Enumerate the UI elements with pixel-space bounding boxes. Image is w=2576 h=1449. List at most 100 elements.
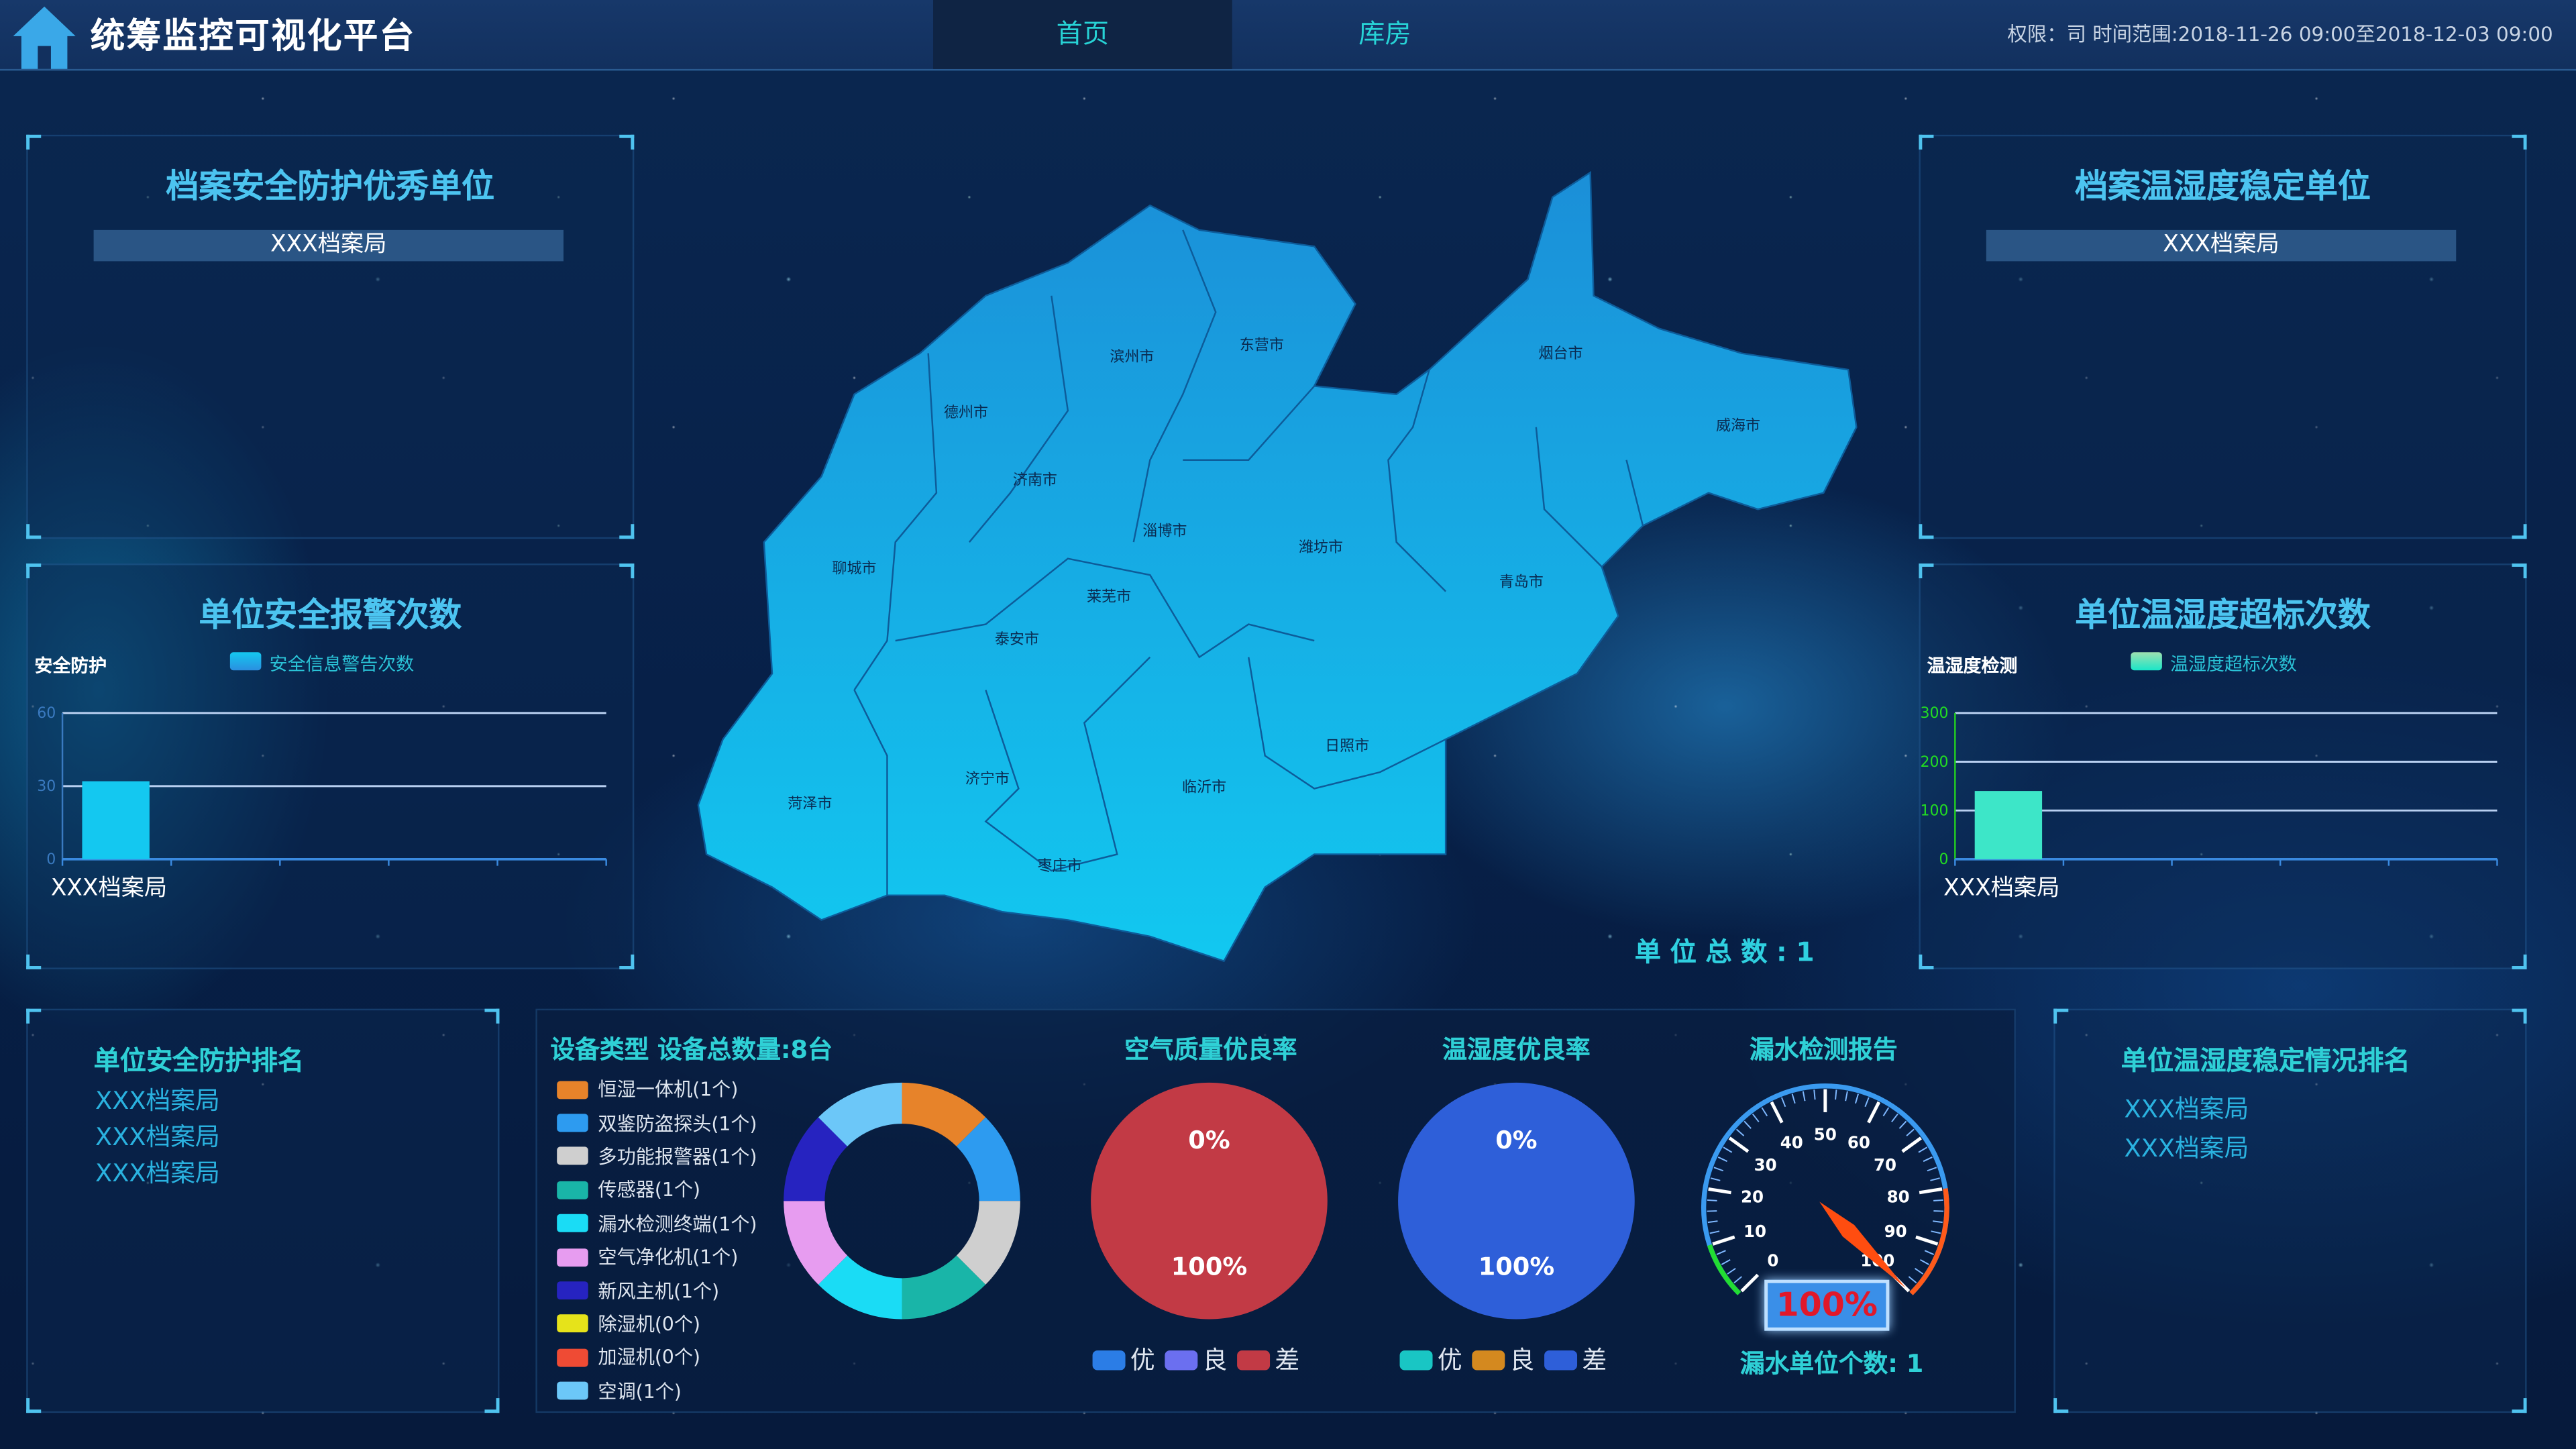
legend-swatch[interactable] bbox=[229, 652, 262, 671]
bar-chart: 0 100 200 300 XXX档案局 bbox=[1920, 705, 2498, 902]
legend-label: 优 bbox=[1437, 1345, 1462, 1375]
legend-item[interactable]: 漏水检测终端(1个) bbox=[557, 1207, 757, 1240]
device-stats-panel: 设备类型 设备总数量:8台 恒湿一体机(1个) 双鉴防盗探头(1个) 多功能报警器(… bbox=[535, 1008, 2016, 1413]
home-icon[interactable] bbox=[10, 3, 79, 69]
legend-item[interactable]: 传感器(1个) bbox=[557, 1173, 757, 1207]
ranking-item[interactable]: XXX档案局 bbox=[2124, 1094, 2249, 1124]
legend-swatch bbox=[557, 1248, 588, 1267]
legend-swatch bbox=[557, 1348, 588, 1367]
legend-label[interactable]: 安全信息警告次数 bbox=[269, 653, 415, 676]
header: 统筹监控可视化平台 首页 库房 权限：司 时间范围:2018-11-26 09:… bbox=[0, 0, 2576, 71]
gauge-minor-tick bbox=[1918, 1146, 1928, 1153]
city-label: 临沂市 bbox=[1182, 779, 1226, 796]
gauge-value-box: 100% bbox=[1764, 1279, 1890, 1331]
gauge-minor-tick bbox=[1923, 1157, 1933, 1163]
city-label: 济南市 bbox=[1013, 472, 1057, 488]
legend-item[interactable]: 双鉴防盗探头(1个) bbox=[557, 1106, 757, 1140]
legend-item[interactable]: 良 bbox=[1472, 1342, 1534, 1377]
air-quality-legend: 优良差 bbox=[1092, 1342, 1299, 1377]
y-tick-label: 300 bbox=[1920, 705, 1948, 722]
legend-item[interactable]: 优 bbox=[1092, 1342, 1155, 1377]
pie-top-label: 0% bbox=[1188, 1126, 1230, 1155]
legend-label: 多功能报警器(1个) bbox=[598, 1144, 757, 1169]
ranking-item[interactable]: XXX档案局 bbox=[95, 1085, 220, 1116]
gauge-minor-tick bbox=[1707, 1220, 1718, 1224]
city-label: 日照市 bbox=[1325, 738, 1369, 755]
gauge-tick-label: 10 bbox=[1743, 1222, 1766, 1241]
legend-label: 双鉴防盗探头(1个) bbox=[598, 1111, 757, 1135]
legend-swatch bbox=[1472, 1349, 1505, 1370]
legend-item[interactable]: 除湿机(0个) bbox=[557, 1307, 757, 1341]
panel-title: 单位安全报警次数 bbox=[199, 594, 462, 635]
donut-slice bbox=[902, 1255, 986, 1320]
donut-slice bbox=[956, 1117, 1020, 1201]
humidity-exceed-panel: 单位温湿度超标次数 温湿度检测 温湿度超标次数 0 100 200 300 XXX档案局 bbox=[1919, 564, 2527, 969]
legend-item[interactable]: 优 bbox=[1399, 1342, 1462, 1377]
gauge-tick-label: 70 bbox=[1874, 1155, 1896, 1175]
legend-swatch[interactable] bbox=[2131, 652, 2162, 671]
panel-title: 档案安全防护优秀单位 bbox=[166, 166, 495, 206]
app-title: 统筹监控可视化平台 bbox=[90, 15, 416, 56]
ranking-item[interactable]: XXX档案局 bbox=[95, 1158, 220, 1188]
province-outline[interactable] bbox=[697, 170, 1858, 963]
air-quality-pie: 0% 100% bbox=[1091, 1082, 1328, 1320]
legend-item[interactable]: 良 bbox=[1165, 1342, 1227, 1377]
gauge-minor-tick bbox=[1709, 1230, 1720, 1234]
gauge-minor-tick bbox=[1716, 1250, 1726, 1255]
unit-item[interactable]: XXX档案局 bbox=[1986, 229, 2457, 262]
pie-slice bbox=[1091, 1082, 1328, 1320]
gauge-minor-tick bbox=[1733, 1276, 1742, 1284]
gauge-tick-label: 90 bbox=[1884, 1222, 1907, 1241]
unit-item[interactable]: XXX档案局 bbox=[93, 229, 564, 262]
y-tick-label: 100 bbox=[1920, 803, 1948, 820]
legend-label[interactable]: 温湿度超标次数 bbox=[2170, 653, 2297, 676]
panel-title: 单位温湿度稳定情况排名 bbox=[2121, 1044, 2410, 1077]
legend-item[interactable]: 空气净化机(1个) bbox=[557, 1240, 757, 1274]
legend-swatch bbox=[1544, 1349, 1578, 1370]
city-borders bbox=[853, 229, 1644, 896]
gauge-minor-tick bbox=[1721, 1259, 1731, 1265]
gauge-minor-tick bbox=[1933, 1220, 1943, 1224]
legend-item[interactable]: 空调(1个) bbox=[557, 1375, 757, 1408]
humidity-ranking-panel: 单位温湿度稳定情况排名 XXX档案局 XXX档案局 bbox=[2053, 1008, 2527, 1413]
tab-storeroom[interactable]: 库房 bbox=[1358, 17, 1411, 50]
gauge-minor-tick bbox=[1931, 1230, 1941, 1234]
gauge-major-tick bbox=[1867, 1101, 1881, 1124]
city-label: 滨州市 bbox=[1110, 349, 1154, 366]
legend-label: 空调(1个) bbox=[598, 1379, 682, 1403]
legend-label: 新风主机(1个) bbox=[598, 1279, 720, 1302]
legend-swatch bbox=[1399, 1349, 1433, 1370]
y-axis-name: 安全防护 bbox=[34, 655, 107, 677]
legend-label: 传感器(1个) bbox=[598, 1178, 701, 1202]
tab-home[interactable]: 首页 bbox=[933, 0, 1232, 69]
gauge-minor-tick bbox=[1898, 1120, 1907, 1129]
gauge-minor-tick bbox=[1920, 1259, 1929, 1265]
gauge-minor-tick bbox=[1791, 1093, 1796, 1104]
legend-item[interactable]: 多功能报警器(1个) bbox=[557, 1140, 757, 1173]
legend-item[interactable]: 差 bbox=[1237, 1342, 1299, 1377]
ranking-item[interactable]: XXX档案局 bbox=[2124, 1133, 2249, 1163]
donut-slice bbox=[818, 1082, 902, 1146]
legend-item[interactable]: 差 bbox=[1544, 1342, 1607, 1377]
donut-slice bbox=[818, 1255, 902, 1320]
gauge-minor-tick bbox=[1713, 1167, 1724, 1172]
ranking-item[interactable]: XXX档案局 bbox=[95, 1122, 220, 1152]
legend-item[interactable]: 新风主机(1个) bbox=[557, 1274, 757, 1307]
legend-item[interactable]: 加湿机(0个) bbox=[557, 1341, 757, 1375]
legend-label: 漏水检测终端(1个) bbox=[598, 1212, 757, 1236]
city-label: 潍坊市 bbox=[1299, 539, 1343, 556]
gauge-tick-label: 40 bbox=[1780, 1133, 1803, 1152]
legend-swatch bbox=[557, 1147, 588, 1166]
device-type-title: 设备类型 设备总数量:8台 bbox=[550, 1034, 833, 1065]
gauge-tick-label: 0 bbox=[1767, 1251, 1778, 1271]
gauge-minor-tick bbox=[1864, 1097, 1870, 1108]
gauge-minor-tick bbox=[1854, 1093, 1859, 1104]
city-label: 聊城市 bbox=[832, 561, 876, 578]
gauge-minor-tick bbox=[1752, 1114, 1760, 1122]
humidity-rate-title: 温湿度优良率 bbox=[1442, 1034, 1591, 1065]
x-category-label: XXX档案局 bbox=[51, 875, 167, 902]
gauge-tick-label: 50 bbox=[1814, 1125, 1837, 1144]
pie-top-label: 0% bbox=[1495, 1126, 1537, 1155]
legend-item[interactable]: 恒湿一体机(1个) bbox=[557, 1073, 757, 1106]
